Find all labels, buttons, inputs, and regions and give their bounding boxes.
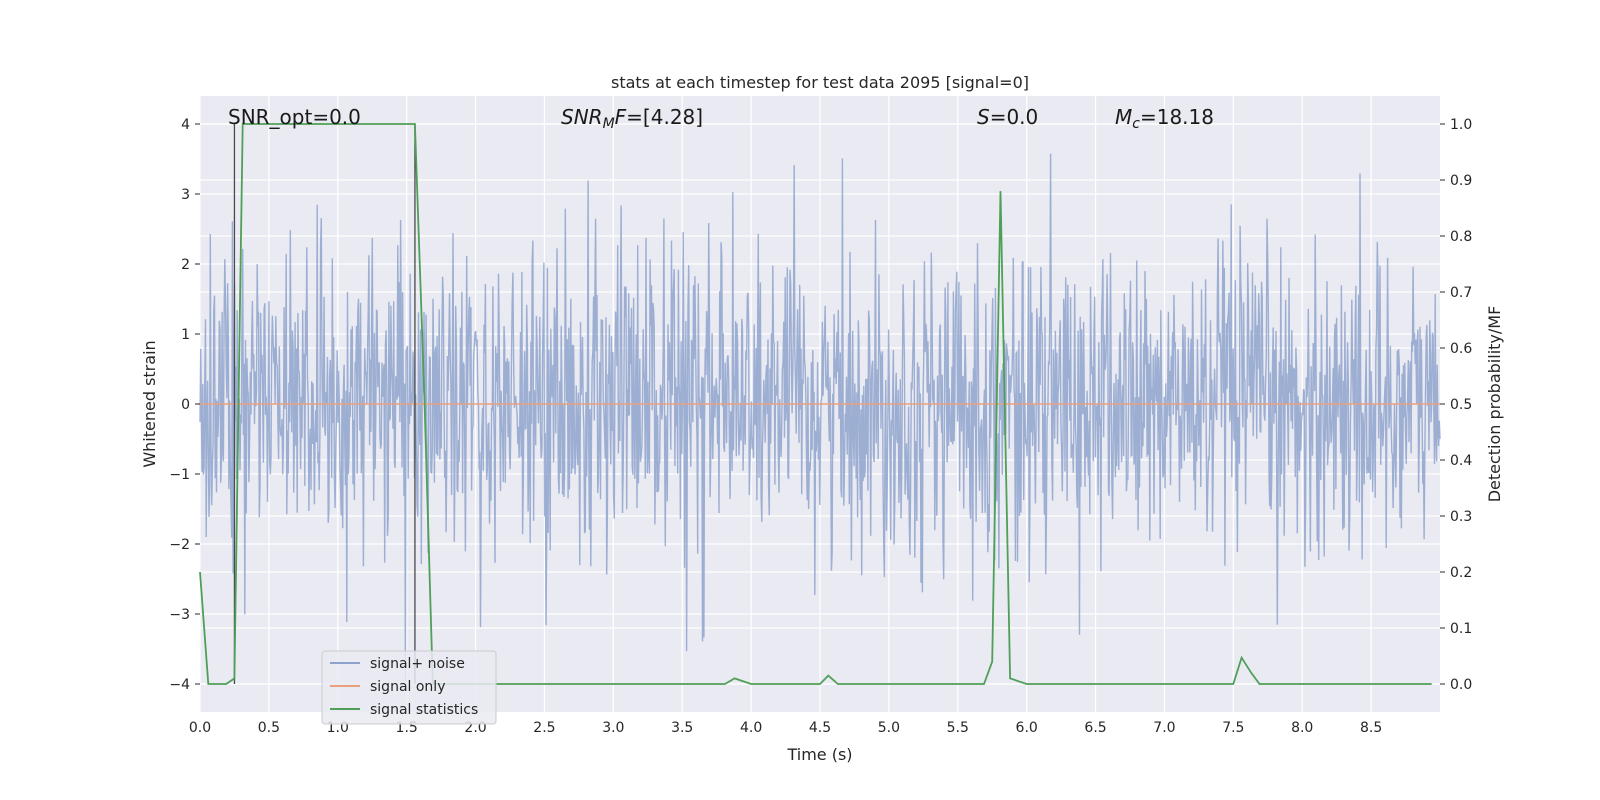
y-right-axis-ticks: 1.0 0.9 0.8 0.7 0.6 0.5 0.4 0.3 0.2 0.1 0.0 [1440, 117, 1472, 693]
y-right-tick-label: 1.0 [1450, 117, 1472, 133]
y-left-tick-label: −2 [169, 537, 190, 553]
y-left-axis-ticks: 4 3 2 1 0 −1 −2 −3 −4 [169, 117, 200, 693]
noise-line [199, 153, 1441, 682]
y-right-tick-label: 0.3 [1450, 509, 1472, 525]
y-right-tick-label: 0.5 [1450, 397, 1472, 413]
x-tick-label: 3.0 [602, 720, 624, 736]
legend-label-signal-only: signal only [370, 679, 445, 695]
legend-box [321, 650, 497, 725]
legend-label-statistics: signal statistics [370, 702, 478, 718]
x-tick-label: 8.0 [1291, 720, 1313, 736]
x-axis-ticks: 0.0 0.5 1.0 1.5 2.0 2.5 3.0 3.5 4.0 4.5 5.0 5.5 6.0 6… [189, 720, 1382, 736]
annotation-snr-opt: SNR_opt=0.0 [228, 105, 361, 129]
x-tick-label: 4.5 [809, 720, 831, 736]
x-tick-label: 4.0 [740, 720, 762, 736]
y-right-tick-label: 0.6 [1450, 341, 1472, 357]
x-tick-label: 0.0 [189, 720, 211, 736]
y-right-tick-label: 0.7 [1450, 285, 1472, 301]
x-axis-label: Time (s) [786, 745, 852, 764]
y-left-tick-label: 1 [181, 327, 190, 343]
x-tick-label: 5.5 [947, 720, 969, 736]
x-tick-label: 7.5 [1222, 720, 1244, 736]
y-right-tick-label: 0.2 [1450, 565, 1472, 581]
y-left-tick-label: 3 [181, 187, 190, 203]
y-left-tick-label: −4 [169, 677, 190, 693]
statistics-line [199, 123, 1432, 685]
y-right-tick-label: 0.4 [1450, 453, 1472, 469]
y-left-tick-label: 4 [181, 117, 190, 133]
annotation-s: S=0.0 [977, 105, 1038, 129]
annotation-snr-mf: SNRMF=[4.28] [561, 105, 703, 132]
y-left-axis-label: Whitened strain [140, 340, 159, 467]
annotation-mc: Mc=18.18 [1115, 105, 1214, 132]
y-right-tick-label: 0.0 [1450, 677, 1472, 693]
y-right-tick-label: 0.1 [1450, 621, 1472, 637]
chart-title: stats at each timestep for test data 209… [611, 73, 1029, 92]
x-tick-label: 7.0 [1153, 720, 1175, 736]
x-tick-label: 8.5 [1360, 720, 1382, 736]
x-tick-label: 5.0 [878, 720, 900, 736]
x-tick-label: 2.5 [533, 720, 555, 736]
x-tick-label: 0.5 [258, 720, 280, 736]
y-right-tick-label: 0.8 [1450, 229, 1472, 245]
series-signal-statistics [199, 123, 1432, 685]
y-left-tick-label: 2 [181, 257, 190, 273]
legend-label-noise: signal+ noise [370, 656, 465, 672]
x-tick-label: 6.5 [1084, 720, 1106, 736]
y-left-tick-label: −3 [169, 607, 190, 623]
y-left-tick-label: 0 [181, 397, 190, 413]
y-left-tick-label: −1 [169, 467, 190, 483]
y-right-tick-label: 0.9 [1450, 173, 1472, 189]
vertical-marker-lines [233, 124, 416, 684]
x-tick-label: 3.5 [671, 720, 693, 736]
x-tick-label: 6.0 [1016, 720, 1038, 736]
y-right-axis-label: Detection probability/MF [1485, 306, 1504, 503]
legend: signal+ noise signal only signal statist… [321, 650, 497, 725]
series-signal-noise [199, 153, 1441, 682]
